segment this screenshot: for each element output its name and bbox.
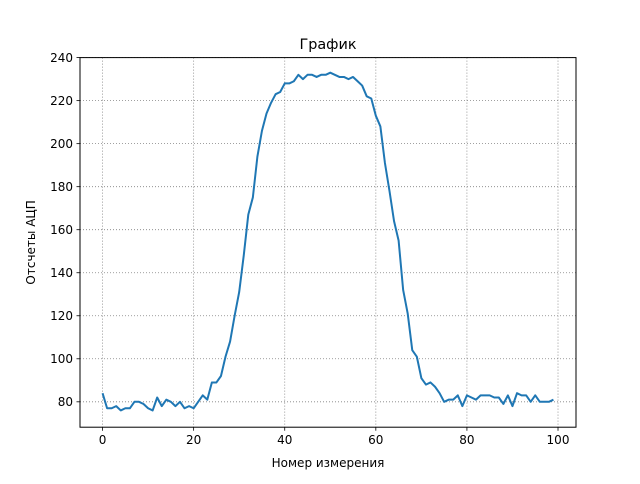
y-tick-label: 140 <box>50 266 73 280</box>
y-axis-label: Отсчеты АЦП <box>24 200 38 284</box>
chart-title: График <box>299 37 356 53</box>
x-axis-label: Номер измерения <box>272 456 385 470</box>
x-tick-label: 40 <box>277 433 292 447</box>
plot-data <box>101 71 554 412</box>
y-tick-label: 180 <box>50 180 73 194</box>
plot-frame <box>79 57 577 428</box>
y-tick-label: 220 <box>50 94 73 108</box>
x-tick-label: 80 <box>459 433 474 447</box>
y-tick-label: 100 <box>50 352 73 366</box>
y-tick-label: 200 <box>50 137 73 151</box>
x-tick-label: 100 <box>547 433 570 447</box>
x-tick-label: 60 <box>368 433 383 447</box>
y-axis-ticks: 80 100 120 140 160 180 200 220 240 <box>50 51 80 409</box>
x-tick-label: 0 <box>99 433 107 447</box>
x-tick-label: 20 <box>186 433 201 447</box>
x-axis-ticks: 0 20 40 60 80 100 <box>99 427 570 447</box>
y-tick-label: 120 <box>50 309 73 323</box>
y-tick-label: 240 <box>50 51 73 65</box>
y-tick-label: 160 <box>50 223 73 237</box>
data-series-line <box>101 71 554 412</box>
y-tick-label: 80 <box>58 395 73 409</box>
